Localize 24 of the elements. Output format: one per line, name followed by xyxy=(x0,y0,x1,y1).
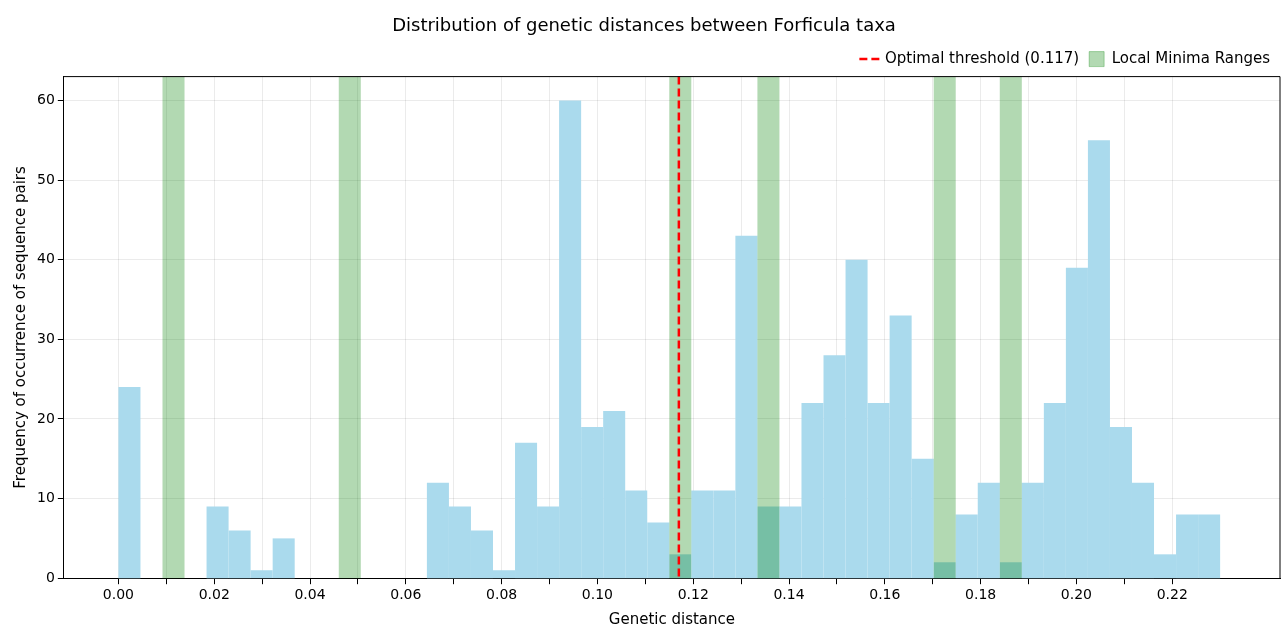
legend-label: Optimal threshold (0.117) xyxy=(884,48,1080,67)
x-tick-label: 0.10 xyxy=(581,586,614,603)
x-tick-label: 0.04 xyxy=(294,586,326,603)
legend-label: Local Minima Ranges xyxy=(1111,48,1271,67)
x-tick-label: 0.06 xyxy=(390,586,422,603)
y-tick-label: 30 xyxy=(36,329,55,346)
chart-title: Distribution of genetic distances between Forficula taxa xyxy=(392,14,896,36)
x-tick-label: 0.20 xyxy=(1060,586,1093,603)
y-tick-label: 40 xyxy=(36,250,55,267)
x-tick-label: 0.22 xyxy=(1156,586,1188,603)
y-axis-title: Frequency of occurrence of sequence pairs xyxy=(10,165,29,489)
x-tick-label: 0.12 xyxy=(677,586,709,603)
x-axis-title: Genetic distance xyxy=(608,609,736,628)
x-tick-label: 0.16 xyxy=(869,586,901,603)
y-tick-label: 10 xyxy=(36,489,55,506)
y-tick-label: 0 xyxy=(45,568,55,585)
x-tick-label: 0.14 xyxy=(773,586,805,603)
x-tick-label: 0.08 xyxy=(486,586,518,603)
y-tick-label: 20 xyxy=(36,409,55,426)
y-tick-label: 60 xyxy=(36,91,55,108)
y-tick-label: 50 xyxy=(36,170,55,187)
x-tick-label: 0.02 xyxy=(198,586,230,603)
x-tick-label: 0.18 xyxy=(965,586,997,603)
x-tick-label: 0.00 xyxy=(102,586,135,603)
